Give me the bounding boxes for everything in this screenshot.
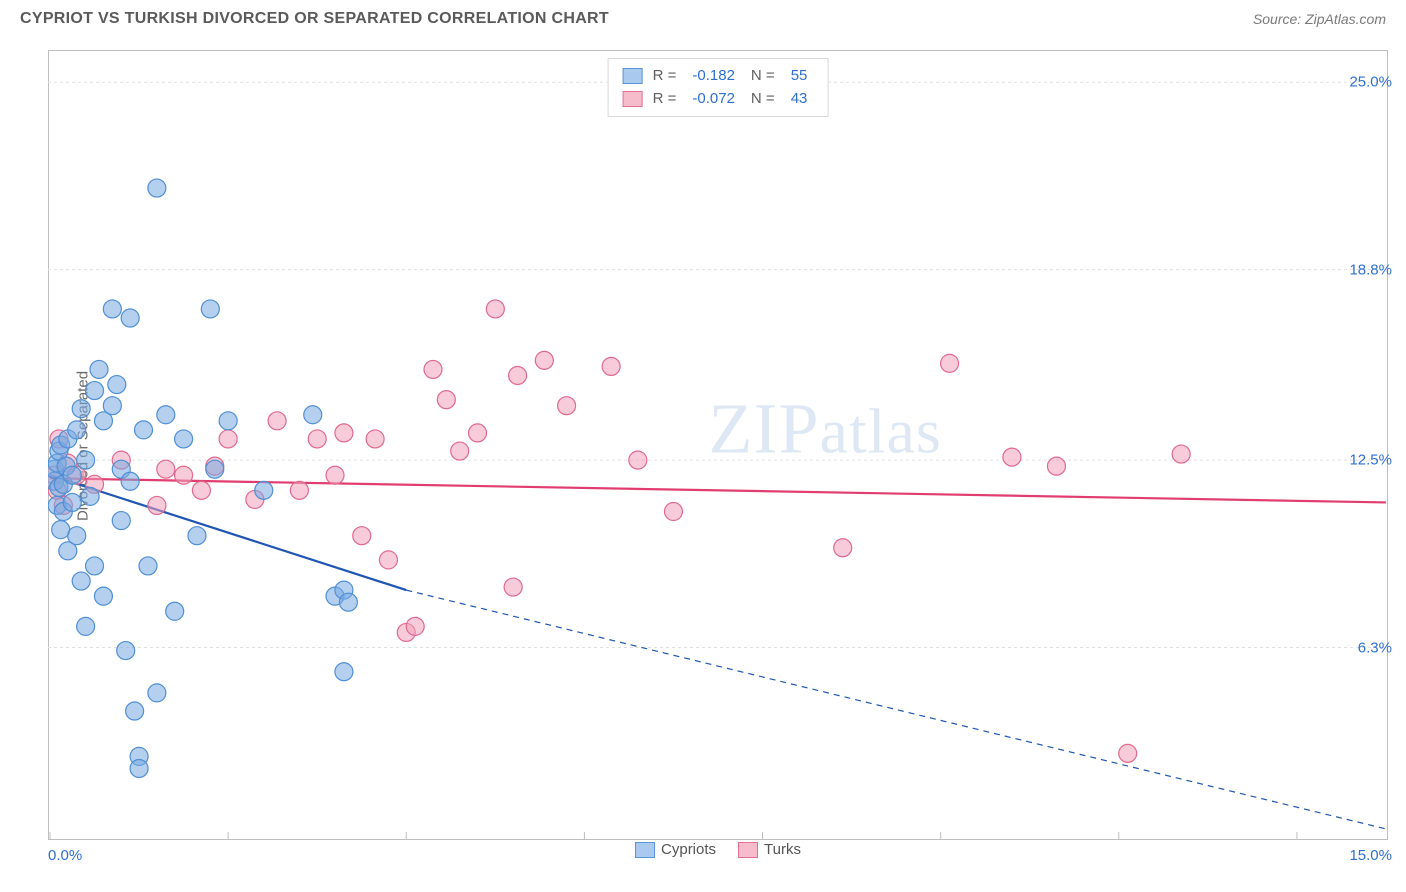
cypriot-swatch-icon <box>635 842 655 858</box>
correlation-legend: R = -0.182 N = 55 R = -0.072 N = 43 <box>608 58 829 117</box>
turk-swatch-icon <box>738 842 758 858</box>
chart-source: Source: ZipAtlas.com <box>1253 11 1386 27</box>
y-tick-label: 18.8% <box>1349 261 1392 278</box>
scatter-plot <box>48 50 1388 840</box>
series-legend: Cypriots Turks <box>635 841 801 858</box>
turk-legend-label: Turks <box>764 841 801 858</box>
chart-area: ZIPatlas R = -0.182 N = 55 R = -0.072 N … <box>48 50 1388 840</box>
y-tick-label: 25.0% <box>1349 74 1392 91</box>
chart-title: CYPRIOT VS TURKISH DIVORCED OR SEPARATED… <box>20 10 609 28</box>
turk-swatch-icon <box>623 91 643 107</box>
cypriot-swatch-icon <box>623 68 643 84</box>
cypriot-legend-label: Cypriots <box>661 841 716 858</box>
y-tick-label: 12.5% <box>1349 452 1392 469</box>
x-axis-max: 15.0% <box>1349 847 1392 864</box>
x-axis-min: 0.0% <box>48 847 82 864</box>
y-tick-label: 6.3% <box>1358 639 1392 656</box>
